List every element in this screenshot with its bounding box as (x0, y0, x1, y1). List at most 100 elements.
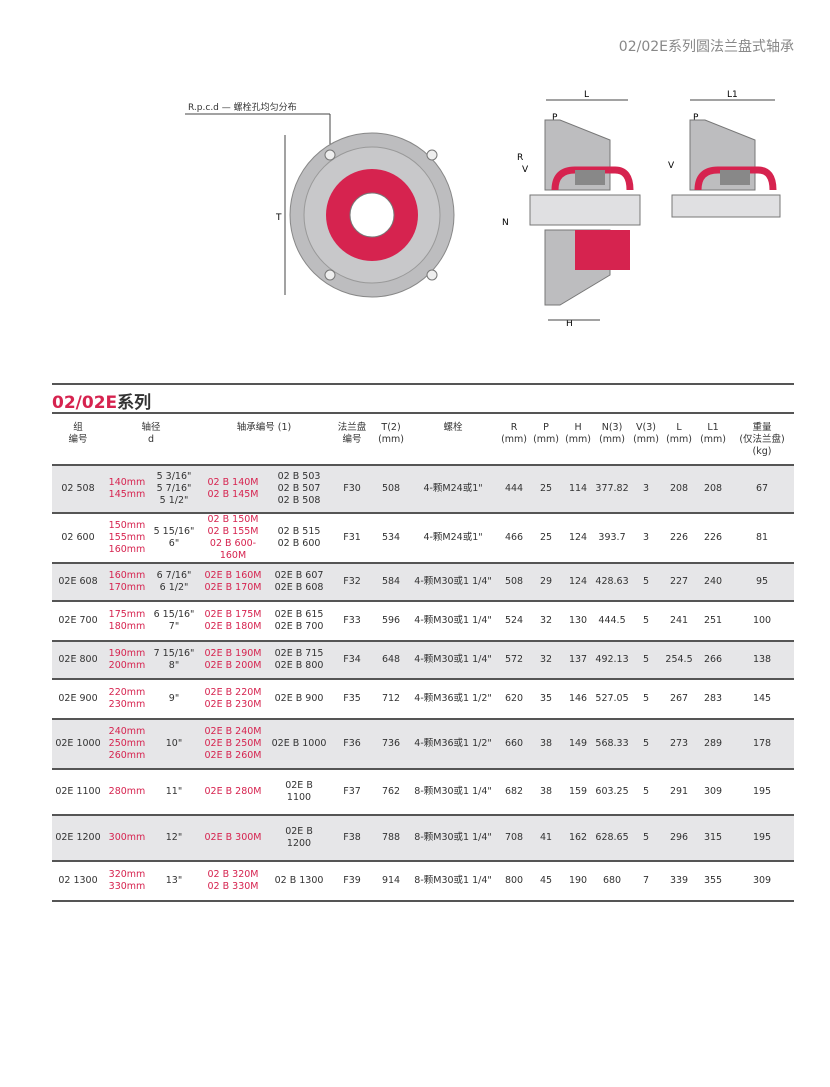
cell-r: 682 (504, 786, 524, 797)
cell-r: 708 (498, 815, 531, 861)
title-rule (52, 412, 794, 414)
cell-weight: 81 (755, 532, 769, 543)
cell-bearing: 02E B 900 (274, 693, 324, 704)
cell-h: 159 (568, 786, 588, 797)
v-label-2: V (668, 161, 675, 171)
cell-r: 524 (504, 615, 524, 626)
cell-bolt: 4-颗M24或1" (408, 465, 499, 513)
cell-l: 208 (662, 465, 697, 513)
cell-bearing-m: 02E B 240M 02E B 250M 02E B 260M (198, 719, 269, 769)
cell-p: 29 (530, 563, 563, 601)
cell-p: 35 (539, 693, 553, 704)
cell-group: 02E 700 (58, 615, 98, 626)
cell-group: 02E 900 (58, 693, 98, 704)
column-header: V(3) (mm) (633, 422, 659, 445)
cell-l: 267 (669, 693, 689, 704)
cell-flange: F32 (330, 563, 375, 601)
p-label: P (552, 113, 558, 123)
cell-flange: F39 (343, 875, 361, 886)
cell-r: 572 (498, 641, 531, 679)
cell-weight: 95 (730, 563, 795, 601)
p-label-2: P (693, 113, 699, 123)
l1-label: L1 (727, 90, 738, 100)
cell-flange: F34 (330, 641, 375, 679)
cell-h: 162 (562, 815, 595, 861)
cell-inch: 5 15/16" 6" (153, 526, 195, 549)
cell-l: 241 (669, 615, 689, 626)
cell-bearing-m: 02 B 140M 02 B 145M (198, 465, 269, 513)
cell-bolt: 8-颗M30或1 1/4" (414, 786, 492, 797)
cell-mm: 190mm 200mm (104, 641, 150, 679)
cell-bearing-m: 02E B 220M 02E B 230M (204, 687, 262, 710)
cell-mm: 160mm 170mm (104, 563, 150, 601)
cell-l1: 283 (703, 693, 723, 704)
cell-p: 38 (530, 719, 563, 769)
cell-l: 227 (662, 563, 697, 601)
side-view-diagram: L P V N R H (502, 90, 641, 329)
cell-group: 02 1300 (58, 875, 98, 886)
cell-t: 584 (374, 563, 409, 601)
table-row: 02E 800 190mm 200mm 7 15/16" 8" 02E B 190M … (52, 641, 795, 679)
cell-h: 137 (562, 641, 595, 679)
cell-bearing: 02E B 1200 (268, 815, 331, 861)
cell-t: 596 (381, 615, 401, 626)
column-header: N(3) (mm) (599, 422, 625, 445)
page-header-title: 02/02E系列圆法兰盘式轴承 (618, 39, 794, 55)
cell-weight: 195 (752, 786, 772, 797)
bearing-diagrams: R.p.c.d — 螺栓孔均匀分布 T L P V N R H (185, 90, 781, 329)
cell-bearing-m: 02E B 175M 02E B 180M (204, 609, 262, 632)
cell-weight: 67 (730, 465, 795, 513)
cell-l: 226 (669, 532, 689, 543)
cell-weight: 195 (730, 815, 795, 861)
front-view-diagram: R.p.c.d — 螺栓孔均匀分布 T (185, 101, 455, 298)
column-header: 轴径 d (141, 422, 161, 445)
cell-l: 273 (662, 719, 697, 769)
cell-weight: 309 (752, 875, 772, 886)
cell-inch: 11" (165, 786, 183, 797)
cell-bearing: 02 B 515 02 B 600 (277, 526, 321, 549)
cell-weight: 145 (752, 693, 772, 704)
column-header: T(2) (mm) (378, 422, 404, 445)
column-header: P (mm) (533, 422, 559, 445)
cell-flange: F33 (343, 615, 361, 626)
cell-l: 254.5 (662, 641, 697, 679)
h-label: H (566, 319, 573, 329)
cell-p: 25 (539, 532, 553, 543)
cell-n: 444.5 (598, 615, 626, 626)
cell-bolt: 4-颗M30或1 1/4" (414, 615, 492, 626)
cell-n: 568.33 (594, 719, 631, 769)
column-header: 螺栓 (443, 422, 463, 433)
cell-bearing: 02 B 503 02 B 507 02 B 508 (268, 465, 331, 513)
cell-h: 124 (562, 563, 595, 601)
cell-flange: F31 (343, 532, 361, 543)
cell-inch: 12" (150, 815, 199, 861)
cell-weight: 178 (730, 719, 795, 769)
cell-inch: 10" (150, 719, 199, 769)
cell-bearing-m: 02 B 320M 02 B 330M (207, 869, 259, 892)
cell-v: 5 (643, 693, 650, 704)
v-label: V (522, 165, 529, 175)
cell-inch: 5 3/16" 5 7/16" 5 1/2" (150, 465, 199, 513)
cell-v: 3 (643, 532, 650, 543)
cell-t: 736 (374, 719, 409, 769)
column-header: 法兰盘 编号 (337, 422, 367, 445)
cell-p: 38 (539, 786, 553, 797)
cell-v: 5 (630, 563, 663, 601)
l-label: L (584, 90, 589, 100)
cell-bolt: 4-颗M36或1 1/2" (414, 693, 492, 704)
table-row: 02 1300 320mm 330mm 13" 02 B 320M 02 B 330M… (52, 861, 795, 901)
cell-inch: 7 15/16" 8" (150, 641, 199, 679)
cell-mm: 280mm (108, 786, 146, 797)
cell-p: 32 (530, 641, 563, 679)
cell-bearing-m: 02E B 160M 02E B 170M (198, 563, 269, 601)
table-row: 02 508 140mm 145mm 5 3/16" 5 7/16" 5 1/2" 0… (52, 465, 795, 513)
section-title-suffix: 系列 (117, 393, 152, 413)
cell-l: 291 (669, 786, 689, 797)
cell-r: 444 (498, 465, 531, 513)
cell-bolt: 8-颗M30或1 1/4" (408, 815, 499, 861)
cell-l1: 289 (696, 719, 731, 769)
rpcd-label: R.p.c.d — 螺栓孔均匀分布 (188, 101, 297, 113)
cell-h: 146 (568, 693, 588, 704)
column-header: 组 编号 (68, 422, 88, 445)
cell-mm: 175mm 180mm (108, 609, 146, 632)
